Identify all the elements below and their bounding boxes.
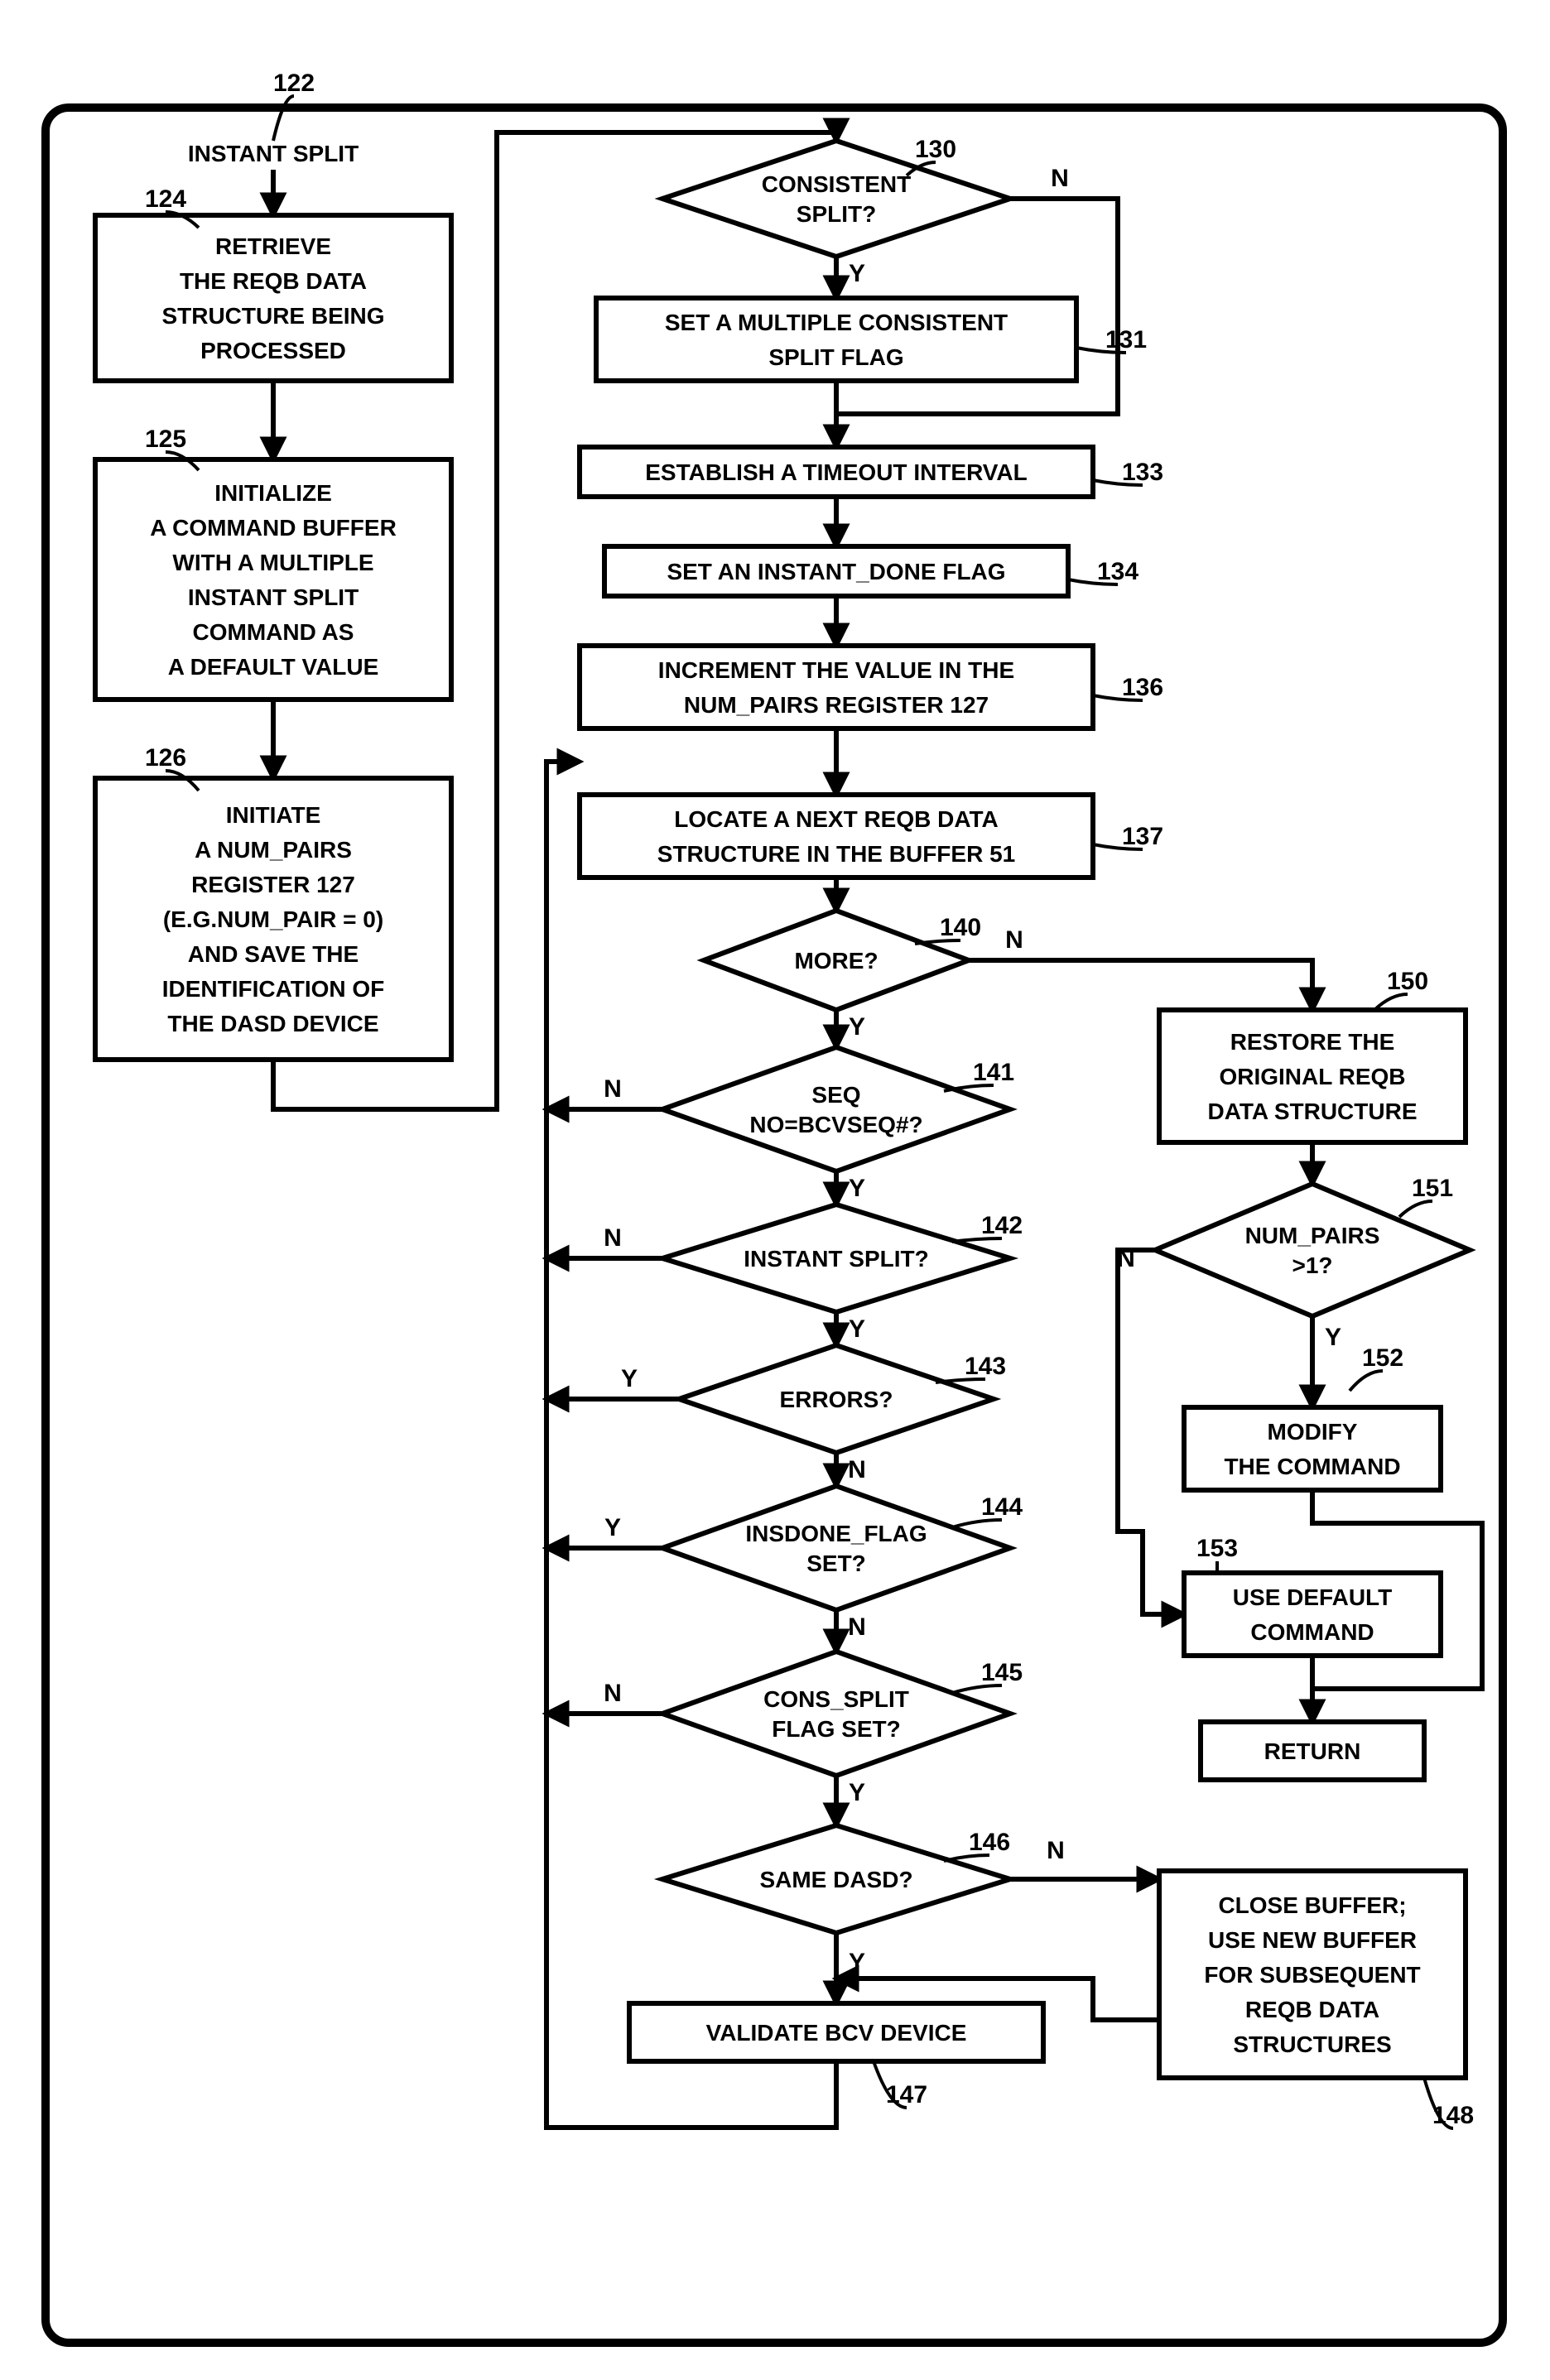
svg-text:RETURN: RETURN [1264, 1738, 1361, 1764]
branch-label-d141_y: Y [849, 1175, 865, 1202]
svg-text:RESTORE THEORIGINAL REQBDATA S: RESTORE THEORIGINAL REQBDATA STRUCTURE [1207, 1029, 1417, 1124]
ref-label-l141: 141 [973, 1059, 1014, 1086]
ref-label-l130: 130 [915, 136, 956, 163]
branch-label-d144_y: Y [604, 1514, 621, 1541]
ref-label-l124: 124 [145, 185, 186, 213]
branch-label-d144_n: N [848, 1613, 866, 1641]
svg-text:INITIATEA NUM_PAIRSREGISTER 12: INITIATEA NUM_PAIRSREGISTER 127(E.G.NUM_… [162, 802, 385, 1036]
ref-label-l143: 143 [965, 1353, 1006, 1380]
ref-label-l134: 134 [1097, 558, 1138, 585]
branch-label-d142_n: N [604, 1224, 622, 1252]
svg-text:ESTABLISH A TIMEOUT INTERVAL: ESTABLISH A TIMEOUT INTERVAL [645, 459, 1027, 485]
svg-text:SAME DASD?: SAME DASD? [759, 1867, 912, 1892]
ref-label-l125: 125 [145, 426, 186, 453]
ref-label-l152: 152 [1362, 1344, 1403, 1372]
ref-label-l140: 140 [940, 914, 981, 941]
ref-label-l136: 136 [1122, 674, 1163, 701]
branch-label-d146_n: N [1047, 1837, 1065, 1864]
ref-label-l122: 122 [273, 70, 315, 97]
ref-label-l131: 131 [1105, 326, 1147, 353]
ref-label-l146: 146 [969, 1829, 1010, 1856]
svg-text:SET AN INSTANT_DONE FLAG: SET AN INSTANT_DONE FLAG [667, 559, 1005, 584]
ref-label-l153: 153 [1196, 1535, 1238, 1562]
branch-label-d140_n: N [1005, 926, 1023, 954]
svg-text:ERRORS?: ERRORS? [780, 1387, 893, 1412]
svg-text:INSTANT SPLIT?: INSTANT SPLIT? [744, 1246, 928, 1272]
branch-label-d143_y: Y [621, 1365, 638, 1392]
ref-label-l142: 142 [981, 1212, 1023, 1239]
branch-label-d140_y: Y [849, 1013, 865, 1041]
branch-label-d151_n: N [1117, 1245, 1135, 1272]
ref-label-l133: 133 [1122, 459, 1163, 486]
ref-label-l126: 126 [145, 744, 186, 772]
ref-label-l144: 144 [981, 1493, 1023, 1521]
branch-label-d141_n: N [604, 1075, 622, 1103]
branch-label-d130_n: N [1051, 165, 1069, 192]
ref-label-l137: 137 [1122, 823, 1163, 850]
ref-label-l147: 147 [886, 2081, 927, 2108]
ref-label-l150: 150 [1387, 968, 1428, 995]
svg-text:VALIDATE BCV DEVICE: VALIDATE BCV DEVICE [706, 2020, 967, 2046]
branch-label-d130_y: Y [849, 260, 865, 287]
branch-label-d146_y: Y [849, 1949, 865, 1976]
branch-label-d151_y: Y [1325, 1324, 1341, 1351]
branch-label-d145_y: Y [849, 1779, 865, 1806]
svg-text:MORE?: MORE? [794, 948, 878, 974]
svg-text:CLOSE BUFFER;USE NEW BUFFERFOR: CLOSE BUFFER;USE NEW BUFFERFOR SUBSEQUEN… [1204, 1892, 1420, 2057]
branch-label-d142_y: Y [849, 1315, 865, 1343]
branch-label-d143_n: N [848, 1456, 866, 1483]
ref-label-l151: 151 [1412, 1175, 1453, 1202]
ref-label-l145: 145 [981, 1659, 1023, 1686]
svg-text:INSTANT SPLIT: INSTANT SPLIT [188, 141, 359, 166]
branch-label-d145_n: N [604, 1680, 622, 1707]
